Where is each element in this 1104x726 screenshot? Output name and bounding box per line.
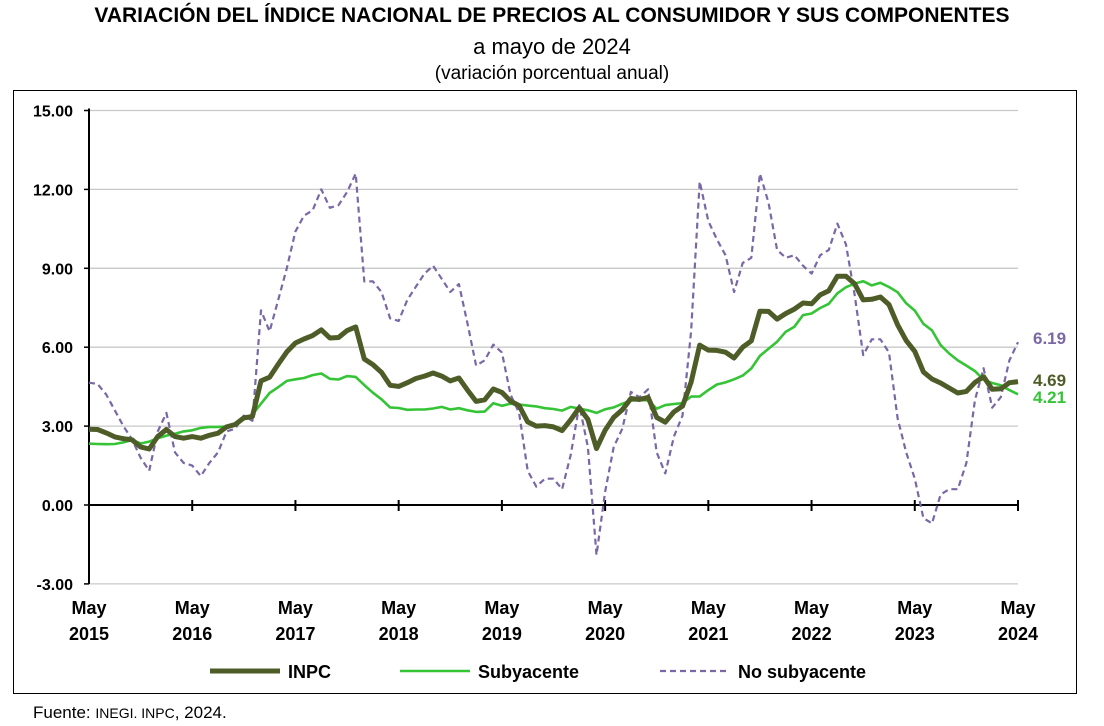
- x-tick-label-month: May: [278, 598, 313, 618]
- source-prefix: Fuente:: [33, 703, 96, 722]
- x-tick-label-year: 2019: [482, 624, 522, 644]
- series-line-subyacente: [88, 279, 1019, 446]
- x-tick-label-year: 2018: [379, 624, 419, 644]
- x-tick-label-year: 2016: [172, 624, 212, 644]
- chart-title: VARIACIÓN DEL ÍNDICE NACIONAL DE PRECIOS…: [94, 4, 1010, 27]
- series-line-no-subyacente: [88, 172, 1019, 557]
- x-tick-label-month: May: [484, 598, 519, 618]
- x-tick-label-year: 2024: [998, 624, 1038, 644]
- x-tick-label-month: May: [897, 598, 932, 618]
- x-tick-label-year: 2022: [792, 624, 832, 644]
- y-tick-label: 9.00: [42, 261, 73, 278]
- y-tick-label: 0.00: [42, 498, 73, 515]
- source-suffix: , 2024.: [174, 703, 227, 722]
- x-tick-label-month: May: [691, 598, 726, 618]
- legend-label: No subyacente: [738, 662, 866, 682]
- x-tick-label-year: 2021: [688, 624, 728, 644]
- end-value-label: 4.69: [1033, 371, 1066, 390]
- x-tick-label-year: 2017: [275, 624, 315, 644]
- end-value-label: 4.21: [1033, 388, 1066, 407]
- series-line-inpc: [88, 273, 1019, 452]
- legend-label: INPC: [288, 662, 331, 682]
- y-tick-label: 12.00: [33, 182, 73, 199]
- x-tick-label-month: May: [1000, 598, 1035, 618]
- x-tick-label-month: May: [794, 598, 829, 618]
- y-tick-label: -3.00: [37, 577, 74, 594]
- x-tick-label-month: May: [588, 598, 623, 618]
- x-tick-label-month: May: [381, 598, 416, 618]
- x-tick-label-month: May: [175, 598, 210, 618]
- chart-subtitle: a mayo de 2024: [473, 34, 631, 59]
- y-tick-label: 15.00: [33, 104, 73, 121]
- y-tick-label: 3.00: [42, 419, 73, 436]
- x-tick-label-year: 2020: [585, 624, 625, 644]
- x-tick-label-month: May: [71, 598, 106, 618]
- source-note: Fuente: INEGI. INPC, 2024.: [33, 703, 227, 723]
- end-value-label: 6.19: [1033, 329, 1066, 348]
- chart-units: (variación porcentual anual): [434, 63, 670, 84]
- legend-label: Subyacente: [478, 662, 579, 682]
- source-org: INEGI. INPC: [95, 705, 175, 721]
- chart-frame: [13, 90, 1077, 694]
- x-tick-label-year: 2015: [69, 624, 109, 644]
- y-tick-label: 6.00: [42, 340, 73, 357]
- x-tick-label-year: 2023: [895, 624, 935, 644]
